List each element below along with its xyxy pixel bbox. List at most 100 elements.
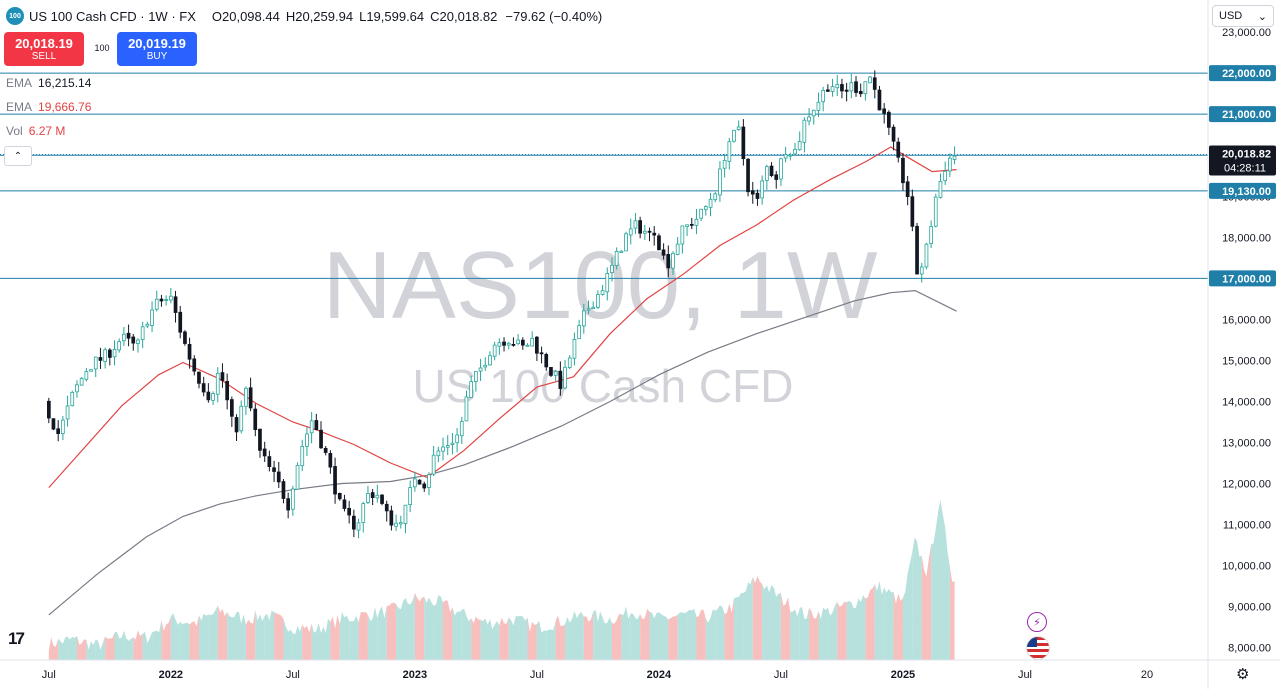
level-price-tag[interactable] [1209, 106, 1276, 123]
candle-body [173, 296, 178, 313]
candle-body [718, 168, 722, 196]
volume-area-segment [931, 499, 941, 660]
candle-body [84, 371, 89, 380]
candle-body [361, 503, 366, 523]
currency-select[interactable]: USD ⌄ [1212, 5, 1274, 27]
candle-body [652, 232, 657, 236]
change-value: −79.62 (−0.40%) [505, 8, 603, 24]
candle-body [47, 400, 51, 419]
candle-body [384, 503, 389, 512]
candle-body [183, 331, 187, 344]
candle-body [211, 393, 215, 401]
level-price-label: 22,000.00 [1222, 68, 1271, 80]
candle-body [896, 141, 901, 158]
indicator-ema-fast[interactable]: EMA 19,666.76 [6, 100, 91, 114]
currency-value: USD [1219, 10, 1243, 22]
candle-body [750, 190, 755, 195]
candle-body [281, 481, 286, 499]
last-price-tag[interactable] [1209, 145, 1276, 176]
indicator-volume[interactable]: Vol 6.27 M [6, 124, 65, 138]
candle-body [577, 325, 582, 340]
candle-body [258, 428, 262, 451]
volume-area-segment [274, 612, 284, 660]
candle-body [56, 428, 61, 434]
candle-body [638, 220, 643, 234]
candle-body [436, 450, 441, 457]
candle-body [694, 218, 699, 226]
level-price-tag[interactable] [1209, 65, 1276, 82]
volume-area-segment [480, 618, 490, 660]
volume-area-segment [677, 611, 688, 660]
candle-body [868, 76, 872, 84]
price-tick-label: 23,000.00 [1222, 27, 1271, 39]
level-price-tag[interactable] [1209, 270, 1276, 287]
time-tick-label: 2023 [403, 669, 427, 681]
volume-area-segment [687, 608, 697, 660]
sell-button[interactable]: 20,018.19 SELL [4, 32, 84, 66]
lightning-icon[interactable]: ⚡ [1027, 612, 1047, 632]
candle-body [943, 170, 948, 182]
candle-body [370, 492, 375, 499]
volume-area-segment [874, 580, 885, 660]
candle-body [347, 507, 352, 516]
candle-body [108, 349, 112, 358]
level-price-label: 21,000.00 [1222, 109, 1271, 121]
candle-body [769, 165, 774, 177]
volume-area-segment [640, 608, 650, 660]
candle-body [478, 367, 483, 372]
candle-body [699, 208, 704, 219]
candle-body [628, 228, 633, 236]
candle-body [624, 233, 628, 252]
volume-area-segment [311, 623, 322, 660]
symbol-logo-icon[interactable]: 100 [6, 7, 24, 25]
candle-body [933, 196, 938, 227]
symbol-title[interactable]: US 100 Cash CFD · 1W · FX [29, 8, 196, 24]
candle-body [131, 336, 136, 344]
candle-body [445, 445, 450, 448]
candle-body [910, 196, 915, 227]
gear-icon[interactable]: ⚙ [1236, 666, 1250, 683]
level-price-tag[interactable] [1209, 182, 1276, 199]
candle-body [488, 355, 492, 366]
volume-area-segment [58, 636, 68, 660]
indicator-name: EMA [6, 100, 33, 114]
candle-body [685, 224, 689, 227]
volume-area-segment [846, 600, 857, 660]
candle-body [619, 250, 624, 253]
candle-body [431, 454, 436, 475]
candle-body [234, 417, 239, 433]
countdown-label: 04:28:11 [1224, 162, 1266, 174]
candle-body [286, 498, 291, 511]
candle-body [816, 101, 821, 111]
candle-body [915, 225, 919, 275]
buy-button[interactable]: 20,019.19 BUY [117, 32, 197, 66]
candle-body [122, 333, 126, 342]
candle-body [333, 466, 337, 495]
ema-lines [48, 146, 957, 616]
price-axis[interactable]: 8,000.00 9,000.00 10,000.00 11,000.00 12,000… [1208, 0, 1280, 689]
volume-area-segment [152, 620, 162, 660]
volume-area-segment [696, 609, 706, 660]
candle-body [70, 391, 75, 407]
volume-area-segment [255, 609, 265, 660]
tradingview-logo-icon[interactable]: 17 [8, 629, 25, 648]
volume-area-segment [752, 576, 763, 660]
candle-body [187, 343, 192, 360]
volume-area-segment [940, 499, 950, 660]
candle-body [253, 408, 258, 431]
candle-body [544, 353, 549, 368]
high-label: H [285, 8, 296, 24]
candle-body [929, 226, 934, 244]
candle-body [704, 206, 708, 210]
candle-body [65, 405, 70, 420]
candle-body [61, 419, 65, 434]
volume-area-segment [236, 611, 246, 660]
candle-body [394, 522, 398, 527]
indicator-ema-slow[interactable]: EMA 16,215.14 [6, 76, 91, 90]
price-axis-background [1208, 0, 1280, 689]
collapse-chevron-up-icon[interactable]: ⌃ [4, 146, 32, 166]
candle-body [783, 154, 788, 159]
us-flag-icon[interactable] [1026, 636, 1050, 660]
